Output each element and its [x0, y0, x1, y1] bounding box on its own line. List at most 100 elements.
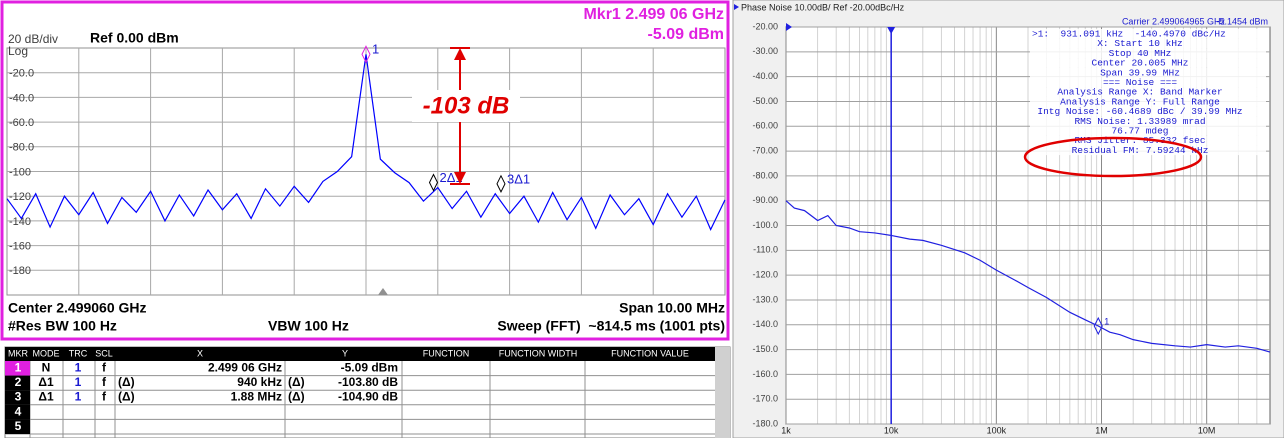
table-cell: f: [102, 375, 107, 389]
y-tick-label: -180: [9, 265, 31, 277]
ref-level: Ref 0.00 dBm: [90, 30, 179, 46]
x-tick-label: 1M: [1095, 425, 1108, 435]
y-tick-label: -100: [9, 166, 31, 178]
readout-bg: [1030, 58, 1266, 68]
table-cell: 1: [75, 375, 82, 389]
y-tick-label: -60.00: [752, 121, 778, 131]
y-tick-label: -80.0: [9, 142, 34, 154]
x-tick-label: 10k: [884, 425, 899, 435]
y-tick-label: -150.0: [752, 344, 778, 354]
table-cell: 1: [15, 360, 22, 374]
table-cell: f: [102, 360, 107, 374]
mkr-cell: [5, 419, 30, 434]
band-marker-flag: [887, 27, 896, 34]
y-tick-label: -130.0: [752, 294, 778, 304]
table-header-cell: SCL: [95, 348, 113, 358]
arrow-head: [454, 172, 466, 184]
y-tick-label: -170.0: [752, 394, 778, 404]
sweep: Sweep (FFT) ~814.5 ms (1001 pts): [497, 318, 725, 334]
arrow-head: [454, 48, 466, 60]
y-tick-label: -120.0: [752, 270, 778, 280]
span: Span 10.00 MHz: [619, 300, 725, 316]
highlight-ellipse: [1023, 136, 1203, 178]
readout-bg: [1030, 67, 1266, 78]
table-cell: 3: [15, 390, 22, 404]
table-header-cell: MODE: [33, 348, 60, 358]
readout-line: Analysis Range Y: Full Range: [1060, 96, 1220, 107]
rbw: #Res BW 100 Hz: [8, 318, 117, 334]
readout-line: Intg Noise: -60.4689 dBc / 39.99 MHz: [1037, 106, 1242, 117]
readout-line: RMS Noise: 1.33989 mrad: [1074, 116, 1205, 127]
mkr-cell: [5, 404, 30, 420]
marker-label: 3Δ1: [507, 171, 530, 186]
table-header-cell: MKR: [8, 348, 29, 358]
table-cell: (Δ): [288, 390, 305, 404]
carrier: Carrier 2.499064965 GHz: [1122, 16, 1226, 26]
scrollbar: [715, 347, 730, 438]
table-cell: 4: [15, 404, 22, 418]
table-cell: 1.88 MHz: [231, 390, 282, 404]
table-header-cell: Y: [342, 348, 348, 358]
table-cell: (Δ): [288, 375, 305, 389]
readout-line: X: Start 10 kHz: [1097, 38, 1183, 49]
table-cell: Δ1: [38, 375, 54, 389]
readout-line: RMS Jitter: 85.332 fsec: [1074, 135, 1205, 146]
table-cell: Δ1: [38, 390, 54, 404]
title-icon: [734, 4, 739, 10]
trace: [6, 54, 726, 231]
center-indicator: [378, 288, 388, 295]
scale-type: Log: [8, 44, 28, 58]
table-header-cell: FUNCTION: [423, 348, 470, 358]
table-cell: N: [42, 360, 51, 374]
readout-bg: [1030, 48, 1266, 59]
y-tick-label: -80.00: [752, 170, 778, 180]
readout-line: Stop 40 MHz: [1109, 48, 1172, 59]
table-cell: (Δ): [118, 390, 135, 404]
trace: [785, 200, 1271, 353]
readout-bg: [1030, 106, 1266, 117]
mkr-cell: [5, 361, 30, 376]
x-tick-label: 1k: [781, 425, 791, 435]
y-tick-label: -160: [9, 241, 31, 253]
y-tick-label: -90.00: [752, 195, 778, 205]
marker-label: 1: [372, 42, 379, 57]
readout-bg: [1030, 77, 1266, 88]
readout-bg: [1030, 29, 1266, 39]
readout-bg: [1030, 96, 1266, 107]
left-frame: [0, 0, 730, 341]
marker-label: 1: [1104, 316, 1109, 326]
y-tick-label: -110.0: [753, 245, 778, 255]
readout-line: Center 20.005 MHz: [1092, 58, 1189, 69]
table-header-cell: FUNCTION WIDTH: [499, 348, 578, 358]
marker-readout: -5.09 dBm: [648, 26, 724, 43]
mkr-cell: [5, 375, 30, 391]
readout-line: === Noise ===: [1103, 77, 1177, 88]
y-tick-label: -40.00: [752, 71, 778, 81]
y-tick-label: -20.0: [9, 68, 34, 80]
table-header-cell: X: [197, 348, 203, 358]
x-tick-label: 10M: [1198, 425, 1216, 435]
table-header-cell: TRC: [69, 348, 88, 358]
x-tick-label: 100k: [987, 425, 1007, 435]
table-cell: 2: [15, 375, 22, 389]
y-tick-label: -40.0: [9, 92, 34, 104]
y-tick-label: -160.0: [752, 369, 778, 379]
y-tick-label: -60.0: [9, 117, 34, 129]
table-cell: -104.90 dB: [338, 390, 398, 404]
y-tick-label: -50.00: [752, 96, 778, 106]
ref-level-flag: [786, 23, 792, 31]
table-cell: -5.09 dBm: [341, 360, 398, 374]
phase-noise-title: Phase Noise 10.00dB/ Ref -20.00dBc/Hz: [741, 2, 905, 12]
marker-table: [4, 346, 731, 438]
readout-bg: [1030, 87, 1266, 97]
table-cell: 2.499 06 GHz: [208, 360, 282, 374]
readout-line: >1: 931.091 kHz -140.4970 dBc/Hz: [1032, 29, 1226, 40]
readout-line: Span 39.99 MHz: [1100, 67, 1180, 78]
readout-bg: [1030, 116, 1266, 126]
readout-bg: [1030, 38, 1266, 49]
table-cell: 940 kHz: [237, 375, 282, 389]
y-tick-label: -140: [9, 216, 31, 228]
y-tick-label: -70.00: [752, 145, 778, 155]
center-freq: Center 2.499060 GHz: [8, 300, 147, 316]
